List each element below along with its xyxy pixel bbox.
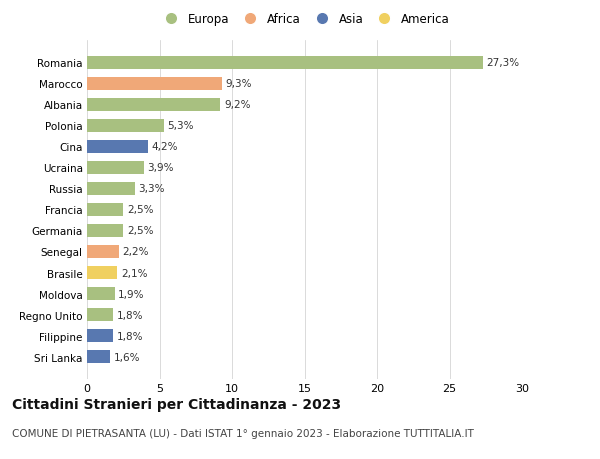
Bar — [87, 350, 110, 364]
Bar — [87, 266, 118, 280]
Bar — [87, 78, 222, 90]
Text: Cittadini Stranieri per Cittadinanza - 2023: Cittadini Stranieri per Cittadinanza - 2… — [12, 397, 341, 411]
Text: 1,8%: 1,8% — [117, 310, 143, 320]
Bar — [87, 99, 220, 112]
Bar — [87, 203, 123, 217]
Text: COMUNE DI PIETRASANTA (LU) - Dati ISTAT 1° gennaio 2023 - Elaborazione TUTTITALI: COMUNE DI PIETRASANTA (LU) - Dati ISTAT … — [12, 428, 474, 438]
Legend: Europa, Africa, Asia, America: Europa, Africa, Asia, America — [159, 13, 450, 27]
Text: 2,5%: 2,5% — [127, 226, 154, 236]
Bar — [87, 162, 143, 174]
Bar — [87, 120, 164, 133]
Text: 1,6%: 1,6% — [114, 352, 140, 362]
Text: 5,3%: 5,3% — [167, 121, 194, 131]
Text: 9,3%: 9,3% — [226, 79, 252, 89]
Bar — [87, 183, 135, 196]
Bar — [87, 287, 115, 300]
Text: 1,8%: 1,8% — [117, 331, 143, 341]
Bar — [87, 140, 148, 154]
Text: 1,9%: 1,9% — [118, 289, 145, 299]
Text: 3,3%: 3,3% — [139, 184, 165, 194]
Bar — [87, 246, 119, 258]
Text: 9,2%: 9,2% — [224, 100, 251, 110]
Text: 27,3%: 27,3% — [487, 58, 520, 68]
Bar — [87, 308, 113, 321]
Bar — [87, 56, 483, 70]
Text: 3,9%: 3,9% — [147, 163, 173, 173]
Text: 4,2%: 4,2% — [152, 142, 178, 152]
Text: 2,2%: 2,2% — [122, 247, 149, 257]
Bar — [87, 224, 123, 237]
Text: 2,1%: 2,1% — [121, 268, 148, 278]
Bar — [87, 330, 113, 342]
Text: 2,5%: 2,5% — [127, 205, 154, 215]
